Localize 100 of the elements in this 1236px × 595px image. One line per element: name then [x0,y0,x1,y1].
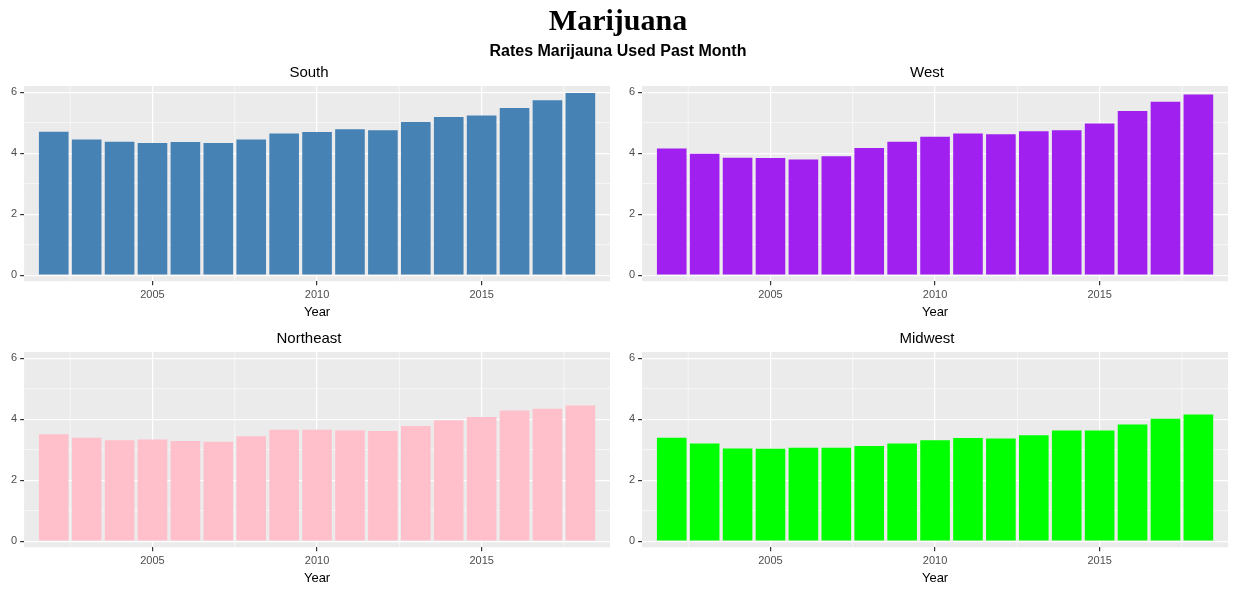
bar [1117,111,1148,275]
bar [71,139,102,275]
bar [71,437,102,541]
bar [1150,101,1181,275]
bar [1018,131,1049,275]
bar [788,447,819,541]
bar [466,115,497,275]
y-tick-label: 2 [628,473,636,486]
bar [532,100,563,275]
x-tick-label: 2010 [304,553,330,566]
x-tick-label: 2015 [469,287,494,300]
bar [689,153,720,275]
bar [1084,123,1115,275]
y-tick-label: 6 [10,85,18,98]
bar [499,410,530,541]
x-tick-label: 2015 [469,553,494,566]
bar [887,141,917,275]
bar [433,420,464,541]
bar [920,440,950,541]
bar [203,441,234,541]
bar [335,129,365,275]
x-tick-label: 2015 [1087,553,1112,566]
bar [203,143,234,275]
x-tick-label: 2005 [140,553,165,566]
bar [1084,430,1115,541]
bar [466,416,497,541]
y-tick-label: 4 [628,146,636,159]
bar [104,141,135,275]
y-tick-label: 6 [10,351,18,364]
bar [170,142,201,275]
bar [689,443,720,541]
bar [821,447,852,541]
y-tick-label: 0 [628,268,636,281]
bar [269,133,299,275]
bar [302,132,332,275]
bar [920,136,950,275]
x-tick-label: 2005 [758,287,783,300]
bar [368,130,398,275]
bar [170,441,201,541]
bar [1150,418,1181,541]
y-tick-label: 2 [10,207,18,220]
bar [532,408,563,541]
chart-title: Northeast [276,329,343,347]
bar [1051,430,1082,541]
bar [656,148,687,275]
bar [953,438,983,541]
x-tick-label: 2010 [304,287,330,300]
bar [104,440,135,541]
y-tick-label: 4 [10,412,18,425]
bar [887,443,917,541]
bar [433,117,464,275]
x-tick-label: 2010 [922,287,948,300]
y-tick-label: 0 [628,534,636,547]
bar [1183,94,1214,275]
y-tick-label: 2 [10,473,18,486]
bar [1117,424,1148,541]
bar [38,131,69,275]
bar [656,437,687,541]
bar [755,157,786,275]
bar [854,147,885,275]
chart-title: South [289,63,329,81]
bar [400,121,431,275]
bar [236,436,267,541]
bar [722,157,753,275]
y-tick-label: 0 [10,268,18,281]
text: Rates Marijauna Used Past Month [488,41,748,61]
bar [1183,414,1214,541]
x-axis-title: Year [921,569,949,585]
chart-title: West [910,63,945,81]
bar [986,134,1016,275]
y-tick-label: 6 [628,351,636,364]
bar [986,438,1016,541]
x-axis-title: Year [303,303,331,319]
bar [499,107,530,275]
x-tick-label: 2010 [922,553,948,566]
x-tick-label: 2005 [758,553,783,566]
bar [1018,435,1049,541]
bar [788,159,819,275]
bar [137,143,168,275]
bar [565,405,596,541]
bar [722,448,753,541]
bar [335,430,365,541]
x-tick-label: 2005 [140,287,165,300]
chart-title: Midwest [899,329,956,347]
bar [302,429,332,541]
x-axis-title: Year [921,303,949,319]
bar [821,156,852,275]
bar [755,448,786,541]
bar [1051,130,1082,275]
bar [565,93,596,275]
y-tick-label: 0 [10,534,18,547]
bar [236,139,267,275]
y-tick-label: 4 [10,146,18,159]
text: Marijuana [547,2,689,38]
x-tick-label: 2015 [1087,287,1112,300]
y-tick-label: 2 [628,207,636,220]
x-axis-title: Year [303,569,331,585]
bar [368,431,398,541]
bar [400,426,431,541]
bar [137,439,168,541]
